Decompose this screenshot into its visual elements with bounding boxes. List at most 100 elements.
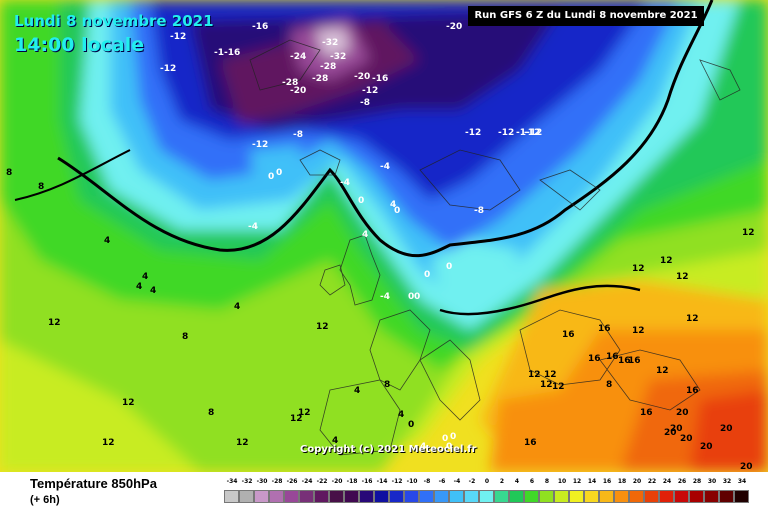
scale-label: 2 — [499, 478, 505, 485]
scale-swatch — [464, 490, 479, 503]
temperature-label: 12 — [676, 272, 689, 282]
scale-label: -16 — [361, 478, 373, 485]
temperature-label: -8 — [474, 206, 484, 216]
scale-swatch — [254, 490, 269, 503]
temperature-label: 12 — [552, 382, 565, 392]
temperature-label: -12 — [524, 128, 541, 138]
temperature-label: 4 — [362, 230, 369, 240]
temperature-label: 20 — [740, 462, 753, 472]
copyright-notice: Copyright (c) 2021 Meteociel.fr — [300, 444, 477, 455]
legend: Température 850hPa (+ 6h) -34 -32 -30 -28 -2… — [0, 472, 768, 512]
temperature-label: -1-16 — [214, 48, 241, 58]
temperature-map: Lundi 8 novembre 2021 14:00 locale Run G… — [0, 0, 768, 472]
scale-label: -34 — [226, 478, 238, 485]
scale-swatch — [269, 490, 284, 503]
temperature-label: -28 — [320, 62, 337, 72]
temperature-label: 20 — [700, 442, 713, 452]
temperature-label: -4 — [248, 222, 258, 232]
temperature-label: 8 — [6, 168, 13, 178]
temperature-label: 12 — [48, 318, 61, 328]
temperature-label: 4 — [332, 436, 339, 446]
scale-label: -12 — [391, 478, 403, 485]
temperature-label: 12 — [540, 380, 553, 390]
temperature-label: 16 — [640, 408, 653, 418]
scale-swatch — [599, 490, 614, 503]
temperature-label: -16 — [372, 74, 389, 84]
scale-label: -18 — [346, 478, 358, 485]
temperature-label: 12 — [544, 370, 557, 380]
scale-swatch — [314, 490, 329, 503]
temperature-label: -20 — [354, 72, 371, 82]
scale-label: 22 — [647, 478, 657, 485]
map-background — [0, 0, 768, 472]
scale-label: 16 — [602, 478, 612, 485]
scale-label: -14 — [376, 478, 388, 485]
scale-swatch — [299, 490, 314, 503]
temperature-label: 0 — [446, 442, 453, 452]
scale-swatch — [344, 490, 359, 503]
color-scale — [224, 490, 752, 504]
scale-swatch — [509, 490, 524, 503]
scale-label: 12 — [572, 478, 582, 485]
temperature-label: 20 — [670, 424, 683, 434]
scale-swatch — [434, 490, 449, 503]
temperature-label: -12 — [170, 32, 187, 42]
temperature-label: -28 — [312, 74, 329, 84]
temperature-label: 20 — [664, 428, 677, 438]
scale-label: -8 — [423, 478, 431, 485]
temperature-label: -4 — [340, 178, 350, 188]
temperature-label: 4 — [398, 410, 405, 420]
temperature-label: 4 — [136, 282, 143, 292]
temperature-label: 16 — [524, 438, 537, 448]
map-date: Lundi 8 novembre 2021 — [14, 12, 214, 30]
scale-label: -30 — [256, 478, 268, 485]
scale-label: 18 — [617, 478, 627, 485]
scale-swatch — [329, 490, 344, 503]
temperature-label: 16 — [598, 324, 611, 334]
scale-swatch — [569, 490, 584, 503]
temperature-label: -1-12 — [516, 128, 543, 138]
scale-swatch — [359, 490, 374, 503]
temperature-label: -24 — [290, 52, 307, 62]
temperature-label: 4 — [104, 236, 111, 246]
temperature-label: 4 — [234, 302, 241, 312]
temperature-label: 0 — [424, 270, 431, 280]
temperature-label: 4 — [142, 272, 149, 282]
scale-swatch — [494, 490, 509, 503]
temperature-label: 0 — [276, 168, 283, 178]
scale-label: 6 — [529, 478, 535, 485]
scale-label: 20 — [632, 478, 642, 485]
temperature-label: -28 — [282, 78, 299, 88]
temperature-label: 12 — [298, 408, 311, 418]
temperature-label: 8 — [384, 380, 391, 390]
temperature-label: -12 — [252, 140, 269, 150]
temperature-label: 8 — [182, 332, 189, 342]
temperature-label: -12 — [465, 128, 482, 138]
temperature-label: 12 — [656, 366, 669, 376]
scale-label: -2 — [468, 478, 476, 485]
scale-label: -6 — [438, 478, 446, 485]
temperature-label: 0 — [408, 292, 415, 302]
temperature-label: -8 — [360, 98, 370, 108]
scale-swatch — [674, 490, 689, 503]
scale-label: -10 — [406, 478, 418, 485]
temperature-label: 8 — [208, 408, 215, 418]
scale-swatch — [704, 490, 719, 503]
scale-label: -24 — [301, 478, 313, 485]
temperature-label: 8 — [38, 182, 45, 192]
temperature-label: 4 — [390, 200, 397, 210]
temperature-label: -32 — [322, 38, 339, 48]
scale-swatch — [689, 490, 704, 503]
temperature-label: 12 — [102, 438, 115, 448]
scale-label: -4 — [453, 478, 461, 485]
scale-label: -28 — [271, 478, 283, 485]
temperature-label: 4 — [420, 442, 427, 452]
scale-swatch — [419, 490, 434, 503]
scale-label: 30 — [707, 478, 717, 485]
temperature-label: 0 — [394, 206, 401, 216]
temperature-label: -12 — [362, 86, 379, 96]
temperature-label: 12 — [122, 398, 135, 408]
temperature-label: 0 — [442, 434, 449, 444]
scale-label: 26 — [677, 478, 687, 485]
temperature-label: 12 — [742, 228, 755, 238]
